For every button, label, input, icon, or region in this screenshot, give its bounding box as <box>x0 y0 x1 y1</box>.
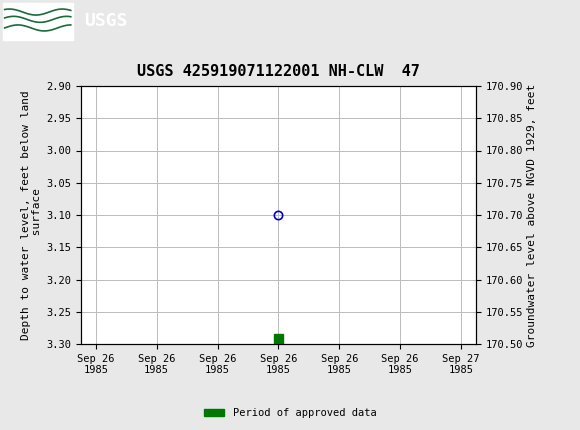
Legend: Period of approved data: Period of approved data <box>200 404 380 423</box>
FancyBboxPatch shape <box>3 3 72 40</box>
Text: USGS: USGS <box>84 12 128 31</box>
Bar <box>274 334 283 346</box>
Title: USGS 425919071122001 NH-CLW  47: USGS 425919071122001 NH-CLW 47 <box>137 64 420 79</box>
Y-axis label: Depth to water level, feet below land
 surface: Depth to water level, feet below land su… <box>21 90 42 340</box>
Y-axis label: Groundwater level above NGVD 1929, feet: Groundwater level above NGVD 1929, feet <box>527 83 537 347</box>
